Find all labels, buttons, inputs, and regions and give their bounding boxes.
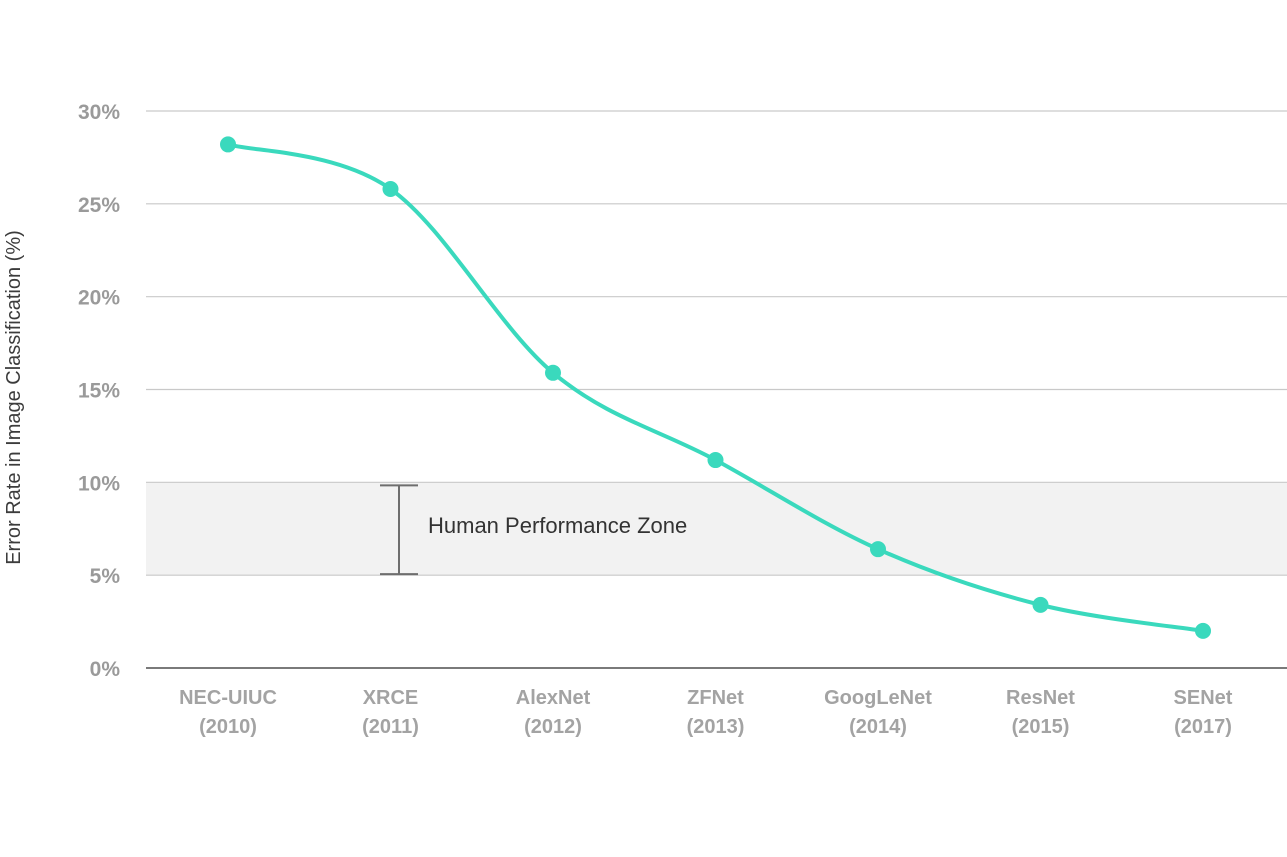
x-tick-year: (2010): [199, 716, 257, 738]
data-point: [220, 136, 236, 153]
y-tick-label: 5%: [90, 565, 121, 588]
y-tick-label: 25%: [78, 194, 120, 217]
human-performance-bracket: [380, 484, 418, 576]
y-tick-label: 15%: [78, 380, 120, 403]
x-tick-label: NEC-UIUC: [179, 687, 277, 709]
gridlines: [146, 110, 1287, 669]
x-tick-year: (2015): [1012, 716, 1070, 738]
x-tick-year: (2014): [849, 716, 907, 738]
y-tick-label: 0%: [90, 658, 121, 681]
x-tick-label: AlexNet: [516, 687, 591, 709]
data-point: [545, 364, 561, 381]
human-performance-zone-band: [146, 482, 1287, 576]
x-tick-label: GoogLeNet: [824, 687, 932, 709]
data-point: [870, 541, 886, 558]
y-tick-label: 10%: [78, 472, 120, 495]
y-tick-label: 20%: [78, 287, 120, 310]
x-tick-year: (2013): [687, 716, 745, 738]
y-tick-label: 30%: [78, 101, 120, 124]
x-tick-label: XRCE: [363, 687, 419, 709]
x-tick-year: (2011): [362, 716, 419, 738]
x-tick-label: ResNet: [1006, 687, 1075, 709]
x-tick-label: ZFNet: [687, 687, 744, 709]
data-point: [1195, 622, 1211, 639]
data-point: [382, 180, 399, 197]
data-points: [220, 136, 1211, 639]
x-axis-ticks: NEC-UIUC (2010) XRCE (2011) AlexNet (2012) ZFN…: [179, 687, 1233, 738]
data-point: [707, 452, 724, 469]
data-point: [1032, 596, 1049, 613]
x-tick-year: (2012): [524, 716, 582, 738]
y-axis-ticks: 0% 5% 10% 15% 20% 25% 30%: [78, 101, 120, 681]
y-axis-label: Error Rate in Image Classification (%): [3, 230, 25, 565]
human-performance-zone-label: Human Performance Zone: [428, 513, 687, 538]
x-tick-year: (2017): [1174, 716, 1232, 738]
x-tick-label: SENet: [1174, 687, 1233, 709]
